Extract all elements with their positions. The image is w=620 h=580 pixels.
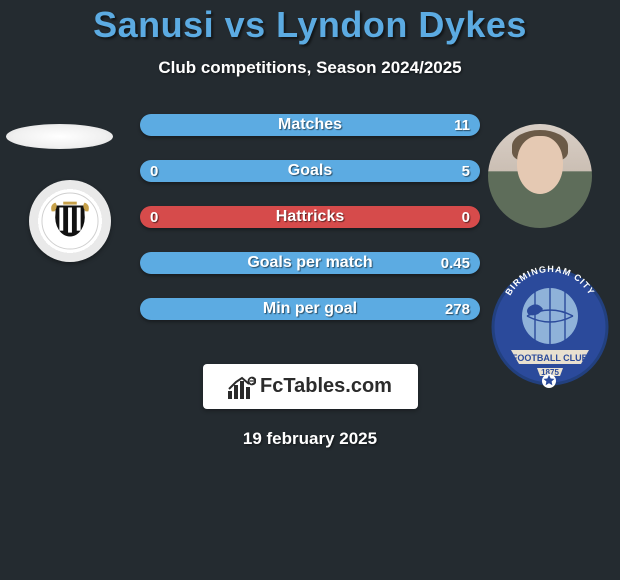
stat-label: Matches	[278, 116, 342, 134]
stat-value-left: 0	[150, 209, 158, 226]
stat-label: Goals	[288, 162, 332, 180]
stat-row: Min per goal 278	[140, 298, 480, 320]
stat-row: Goals per match 0.45	[140, 252, 480, 274]
stat-value-right: 278	[445, 301, 470, 318]
stat-row: 0 Goals 5	[140, 160, 480, 182]
brand-text: FcTables.com	[260, 375, 392, 398]
stat-value-right: 11	[454, 117, 470, 134]
stat-label: Hattricks	[276, 208, 344, 226]
stat-row: 0 Hattricks 0	[140, 206, 480, 228]
stat-value-right: 5	[462, 163, 470, 180]
stat-label: Goals per match	[247, 254, 372, 272]
stat-value-right: 0	[462, 209, 470, 226]
fctables-logo-icon	[228, 375, 256, 399]
stat-value-right: 0.45	[441, 255, 470, 272]
stat-value-left: 0	[150, 163, 158, 180]
page-title: Sanusi vs Lyndon Dykes	[93, 4, 527, 46]
brand-box: FcTables.com	[203, 364, 418, 409]
stats-list: Matches 11 0 Goals 5 0 Hattricks 0 Goals per mat…	[0, 114, 620, 320]
stat-row: Matches 11	[140, 114, 480, 136]
subtitle: Club competitions, Season 2024/2025	[158, 58, 461, 78]
date-text: 19 february 2025	[243, 429, 377, 449]
crest-text-bottom: FOOTBALL CLUB	[512, 353, 589, 363]
stat-label: Min per goal	[263, 300, 357, 318]
comparison-card: Sanusi vs Lyndon Dykes Club competitions…	[0, 0, 620, 580]
